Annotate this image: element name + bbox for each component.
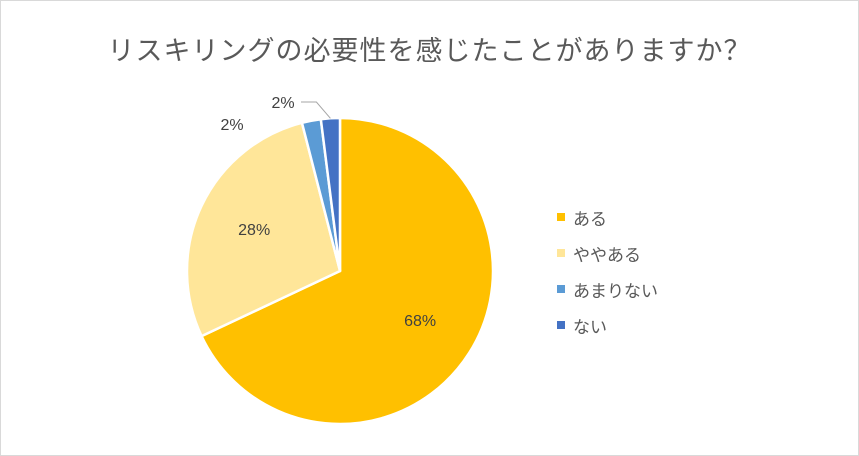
legend: ある ややある あまりない ない [557,199,658,343]
data-label-yaya-aru: 28% [238,222,270,239]
legend-label-yaya-aru: ややある [573,245,641,266]
legend-swatch-aru [557,213,565,221]
pie-slice-aru [200,116,495,426]
legend-item-yaya-aru: ややある [557,235,658,271]
data-label-amari-nai: 2% [220,117,243,134]
legend-label-aru: ある [573,209,607,230]
pie-slice-yaya-aru [185,121,342,338]
data-label-nai: 2% [271,95,294,112]
legend-item-aru: ある [557,199,658,235]
legend-swatch-amari-nai [557,285,565,293]
legend-label-amari-nai: あまりない [573,281,658,302]
data-label-aru: 68% [404,313,436,330]
legend-item-amari-nai: あまりない [557,271,658,307]
legend-swatch-nai [557,321,565,329]
leader-line-nai [301,101,331,119]
legend-label-nai: ない [573,317,607,338]
chart-title: リスキリングの必要性を感じたことがありますか？ [107,36,752,67]
legend-swatch-yaya-aru [557,249,565,257]
legend-item-nai: ない [557,307,658,343]
